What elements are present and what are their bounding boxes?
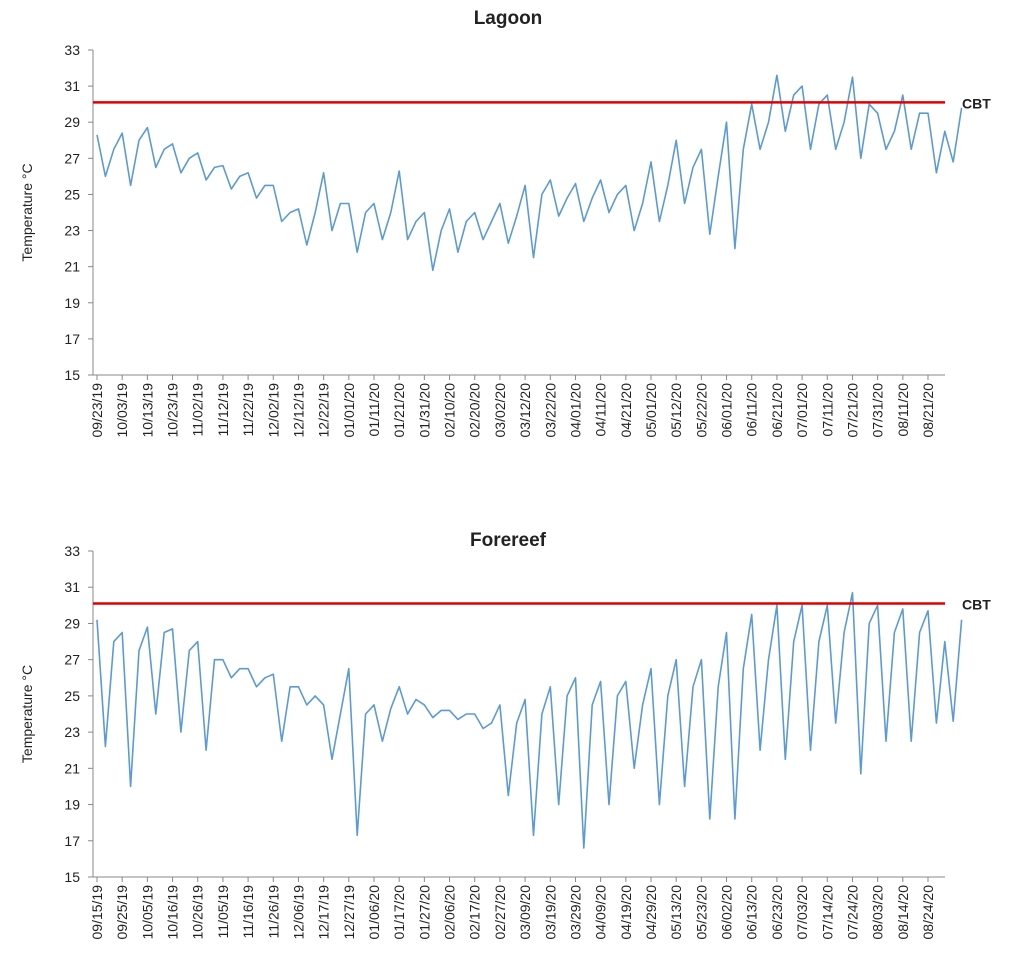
y-tick-label: 33: [64, 42, 80, 58]
x-tick-label: 08/11/20: [895, 383, 911, 437]
x-tick-label: 08/24/20: [920, 885, 936, 940]
y-tick-label: 23: [64, 223, 80, 239]
x-tick-label: 10/05/19: [139, 885, 155, 940]
y-tick-label: 19: [64, 797, 80, 813]
x-tick-label: 11/16/19: [240, 885, 256, 939]
x-tick-label: 12/06/19: [290, 885, 306, 940]
y-tick-label: 31: [64, 579, 80, 595]
x-tick-label: 08/14/20: [895, 885, 911, 940]
x-tick-label: 10/23/19: [165, 383, 181, 438]
x-tick-label: 05/01/20: [643, 383, 659, 438]
x-tick-label: 12/27/19: [341, 885, 357, 940]
x-tick-label: 02/10/20: [442, 383, 458, 438]
x-tick-label: 11/26/19: [265, 885, 281, 939]
x-tick-label: 05/12/20: [668, 383, 684, 438]
x-tick-label: 06/23/20: [769, 885, 785, 940]
y-tick-label: 27: [64, 652, 80, 668]
x-tick-label: 07/14/20: [819, 885, 835, 940]
y-tick-label: 17: [64, 331, 80, 347]
x-tick-label: 01/27/20: [416, 885, 432, 940]
x-tick-label: 06/13/20: [744, 885, 760, 940]
x-tick-label: 06/21/20: [769, 383, 785, 438]
x-tick-label: 10/16/19: [165, 885, 181, 940]
x-tick-label: 02/06/20: [442, 885, 458, 940]
x-tick-label: 11/02/19: [190, 383, 206, 437]
y-tick-label: 23: [64, 724, 80, 740]
x-tick-label: 03/09/20: [517, 885, 533, 940]
x-tick-label: 12/22/19: [316, 383, 332, 438]
x-tick-label: 03/29/20: [567, 885, 583, 940]
x-tick-label: 03/19/20: [542, 885, 558, 940]
x-tick-label: 01/01/20: [341, 383, 357, 438]
y-tick-label: 21: [64, 259, 80, 275]
data-line: [96, 591, 963, 849]
x-tick-label: 06/01/20: [719, 383, 735, 438]
x-tick-label: 07/03/20: [794, 885, 810, 940]
y-tick-label: 25: [64, 186, 80, 202]
x-tick-label: 11/12/19: [215, 383, 231, 437]
x-tick-label: 04/19/20: [618, 885, 634, 940]
x-tick-label: 07/24/20: [844, 885, 860, 940]
x-tick-label: 09/15/19: [89, 885, 105, 940]
x-tick-label: 09/23/19: [89, 383, 105, 438]
x-tick-label: 11/22/19: [240, 383, 256, 437]
x-tick-label: 05/13/20: [668, 885, 684, 940]
x-tick-label: 03/12/20: [517, 383, 533, 438]
x-tick-label: 04/11/20: [593, 383, 609, 437]
x-tick-label: 10/13/19: [139, 383, 155, 438]
x-tick-label: 04/29/20: [643, 885, 659, 940]
x-tick-label: 09/25/19: [114, 885, 130, 940]
y-tick-label: 29: [64, 114, 80, 130]
x-tick-label: 07/21/20: [844, 383, 860, 438]
data-line: [96, 74, 963, 272]
y-tick-label: 15: [64, 869, 80, 885]
x-tick-label: 04/01/20: [567, 383, 583, 438]
x-tick-label: 05/23/20: [693, 885, 709, 940]
y-tick-label: 21: [64, 760, 80, 776]
x-tick-label: 01/17/20: [391, 885, 407, 940]
x-tick-label: 04/09/20: [593, 885, 609, 940]
x-tick-label: 05/22/20: [693, 383, 709, 438]
y-axis-label: Temperature °C: [19, 665, 35, 763]
x-tick-label: 10/03/19: [114, 383, 130, 438]
x-tick-label: 12/02/19: [265, 383, 281, 438]
x-tick-label: 07/11/20: [819, 383, 835, 437]
x-tick-label: 01/21/20: [391, 383, 407, 438]
y-tick-label: 19: [64, 295, 80, 311]
x-tick-label: 03/02/20: [492, 383, 508, 438]
chart-title: Lagoon: [474, 8, 543, 29]
x-tick-label: 11/05/19: [215, 885, 231, 939]
x-tick-label: 02/27/20: [492, 885, 508, 940]
y-tick-label: 15: [64, 367, 80, 383]
x-tick-label: 02/20/20: [467, 383, 483, 438]
threshold-label: CBT: [962, 95, 991, 111]
y-tick-label: 31: [64, 78, 80, 94]
y-tick-label: 33: [64, 543, 80, 559]
x-tick-label: 06/11/20: [744, 383, 760, 437]
chart-title: Forereef: [470, 530, 547, 551]
threshold-label: CBT: [962, 597, 991, 613]
x-tick-label: 07/01/20: [794, 383, 810, 438]
y-tick-label: 25: [64, 688, 80, 704]
y-tick-label: 29: [64, 615, 80, 631]
x-tick-label: 01/06/20: [366, 885, 382, 940]
x-tick-label: 10/26/19: [190, 885, 206, 940]
y-tick-label: 27: [64, 150, 80, 166]
x-tick-label: 12/17/19: [316, 885, 332, 940]
x-tick-label: 01/31/20: [416, 383, 432, 438]
x-tick-label: 01/11/20: [366, 383, 382, 437]
x-tick-label: 04/21/20: [618, 383, 634, 438]
x-tick-label: 03/22/20: [542, 383, 558, 438]
x-tick-label: 12/12/19: [290, 383, 306, 438]
x-tick-label: 07/31/20: [870, 383, 886, 438]
x-tick-label: 06/02/20: [719, 885, 735, 940]
x-tick-label: 08/03/20: [870, 885, 886, 940]
x-tick-label: 02/17/20: [467, 885, 483, 940]
x-tick-label: 08/21/20: [920, 383, 936, 438]
y-tick-label: 17: [64, 833, 80, 849]
y-axis-label: Temperature °C: [19, 163, 35, 261]
